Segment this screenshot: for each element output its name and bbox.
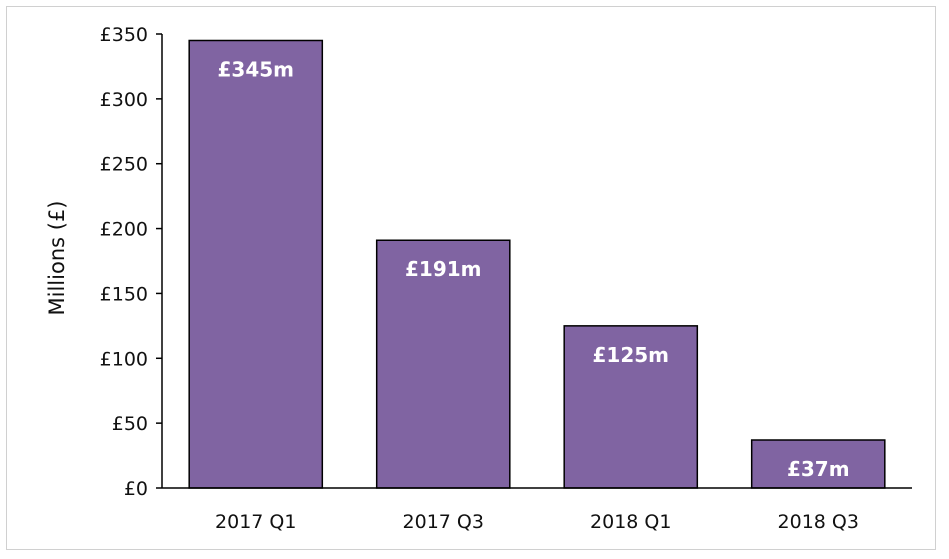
category-label: 2017 Q3 — [403, 511, 484, 533]
bar — [188, 39, 324, 489]
bar — [563, 325, 699, 489]
y-tick-label: £50 — [112, 413, 148, 435]
data-label: £191m — [405, 257, 482, 281]
data-labels: £345m £191m £125m £37m — [217, 57, 849, 481]
category-label: 2018 Q3 — [778, 511, 859, 533]
y-tick-labels: £0 £50 £100 £150 £200 £250 £300 £350 — [100, 24, 162, 500]
data-label: £125m — [592, 343, 669, 367]
y-tick-label: £0 — [124, 478, 148, 500]
bar — [750, 439, 886, 489]
y-tick-label: £200 — [100, 219, 148, 241]
chart-frame — [6, 6, 936, 550]
data-label: £37m — [787, 457, 850, 481]
data-label: £345m — [217, 57, 294, 81]
y-tick-label: £300 — [100, 89, 148, 111]
category-label: 2018 Q1 — [590, 511, 671, 533]
category-labels: 2017 Q1 2017 Q3 2018 Q1 2018 Q3 — [215, 511, 859, 533]
category-label: 2017 Q1 — [215, 511, 296, 533]
bars — [188, 39, 886, 489]
y-tick-label: £150 — [100, 283, 148, 305]
y-axis-title: Millions (£) — [45, 201, 69, 316]
y-tick-label: £100 — [100, 348, 148, 370]
y-tick-label: £250 — [100, 154, 148, 176]
y-tick-label: £350 — [100, 24, 148, 46]
